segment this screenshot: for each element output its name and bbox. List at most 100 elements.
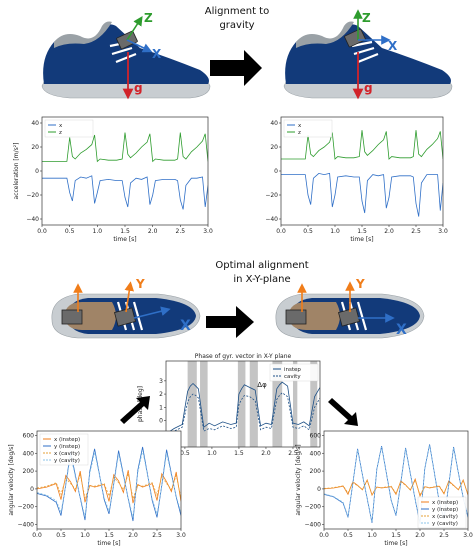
legend-box: [44, 119, 94, 138]
chart-acc-left: 0.0 0.5 1.0 1.5 2.0 2.5 3.0 −40 −20 0 20 40 time [s]…: [13, 116, 213, 243]
x-tick-label: 2.5: [288, 450, 298, 457]
series-line: [37, 473, 181, 501]
shoe-right-top: Y X: [275, 277, 425, 339]
xy-section: Optimal alignment in X-Y-plane Y X: [51, 260, 425, 339]
chart-title: Phase of gyr. vector in X-Y plane: [195, 353, 292, 360]
x-tick-label: 1.0: [80, 532, 90, 539]
y-tick-label: 1: [159, 404, 163, 411]
x-tick-label: 1.5: [391, 532, 401, 539]
legend-box: [269, 363, 319, 382]
legend-label: y (instep): [54, 444, 80, 450]
x-tick-label: 2.5: [439, 532, 449, 539]
g-axis-label: g: [364, 81, 373, 95]
legend-label: x: [59, 123, 63, 129]
y-tick-label: −40: [26, 216, 39, 223]
x-tick-label: 0.5: [343, 532, 353, 539]
gravity-section: Alignment to gravity Z X g Z X: [41, 6, 453, 100]
x-tick-label: 2.5: [411, 228, 421, 235]
x-tick-label: 2.0: [128, 532, 138, 539]
shaded-interval: [200, 361, 208, 447]
chart-gyr-right: 0.0 0.5 1.0 1.5 2.0 2.5 3.0 −400 −200 0 200 400 600 t…: [295, 430, 473, 547]
z-axis-label: Z: [362, 11, 371, 25]
y-tick-label: 400: [23, 450, 35, 457]
y-tick-label: 40: [270, 120, 278, 127]
imu-sensor-cavity: [61, 309, 83, 325]
legend-label: z: [59, 130, 62, 136]
y-tick-label: 0: [159, 418, 163, 425]
shoe-sole: [283, 81, 453, 99]
x-tick-label: 0.5: [65, 228, 75, 235]
xy-arrow: [206, 306, 254, 338]
imu-sensor: [344, 28, 366, 48]
x-axis-label: X: [180, 318, 191, 334]
x-axis-arrow: [126, 39, 153, 53]
legend-label: z: [298, 130, 301, 136]
shaded-interval: [272, 361, 283, 447]
x-tick-label: 2.5: [152, 532, 162, 539]
y-tick-label: 200: [310, 468, 322, 475]
z-axis-arrow: [126, 15, 143, 41]
legend-label: x (instep): [432, 500, 458, 506]
gravity-title-line-2: gravity: [219, 20, 254, 31]
x-tick-label: 2.0: [415, 532, 425, 539]
x-tick-label: 2.5: [176, 228, 186, 235]
legend-box: [283, 119, 333, 138]
x-tick-label: 1.5: [120, 228, 130, 235]
series-line: [281, 172, 443, 217]
y-tick-label: 0: [274, 168, 278, 175]
gravity-title-line-1: Alignment to: [205, 6, 269, 17]
x-tick-label: 0.5: [180, 450, 190, 457]
x-axis-title: time [s]: [384, 540, 407, 547]
y-tick-label: 0: [35, 168, 39, 175]
shoe-left-side: Z X g: [41, 11, 211, 100]
y-tick-label: 400: [310, 450, 322, 457]
arrow-to-left-gyro: [120, 396, 150, 424]
chart-phase: 0.51.01.52.02.5−10123phase [deg]Phase of…: [137, 353, 321, 457]
legend-label: x: [298, 123, 302, 129]
x-axis-title: time [s]: [350, 236, 373, 243]
y-axis-title: angular velocity [deg/s]: [295, 444, 302, 515]
legend-label: instep: [284, 367, 301, 373]
delta-phi-label: Δφ: [257, 381, 267, 389]
x-tick-label: 1.5: [234, 450, 244, 457]
legend-label: y (instep): [432, 507, 458, 513]
series-line: [42, 132, 208, 163]
y-tick-label: −20: [26, 192, 39, 199]
x-tick-label: 2.0: [261, 450, 271, 457]
y-tick-label: −200: [305, 504, 322, 511]
series-line: [166, 381, 320, 435]
legend-label: x (cavity): [432, 514, 458, 520]
y-axis-title: angular velocity [deg/s]: [8, 444, 15, 515]
x-tick-label: 0.0: [37, 228, 47, 235]
series-line: [42, 175, 208, 210]
shoe-sole: [41, 81, 211, 99]
shaded-interval: [187, 361, 197, 447]
x-tick-label: 1.0: [207, 450, 217, 457]
y-tick-label: 600: [310, 432, 322, 439]
shoe-left-top: Y X: [51, 277, 201, 339]
shoe-collar: [296, 21, 354, 48]
y-tick-label: 0: [317, 486, 321, 493]
y-tick-label: 40: [31, 120, 39, 127]
imu-sensor-instep: [114, 307, 136, 327]
legend-label: y (cavity): [54, 458, 80, 464]
shoe-collar: [54, 21, 112, 48]
x-tick-label: 0.5: [56, 532, 66, 539]
xy-title-line-2: in X-Y-plane: [233, 274, 290, 285]
y-tick-label: 2: [159, 391, 163, 398]
shaded-interval: [310, 361, 318, 447]
xy-title-line-1: Optimal alignment: [215, 260, 308, 271]
x-tick-label: 1.0: [330, 228, 340, 235]
y-tick-label: −20: [265, 192, 278, 199]
y-axis-title: acceleration [m/s²]: [13, 143, 20, 200]
y-tick-label: 20: [270, 144, 278, 151]
chart-gyr-left: 0.0 0.5 1.0 1.5 2.0 2.5 3.0 −400 −200 0 200 400 600 t…: [8, 430, 186, 547]
y-axis-label: Y: [355, 277, 365, 291]
x-axis-label: X: [152, 47, 162, 61]
series-line: [37, 470, 181, 504]
imu-sensor-cavity: [285, 309, 307, 325]
x-axis-title: time [s]: [113, 236, 136, 243]
y-tick-label: 0: [30, 486, 34, 493]
y-tick-label: 200: [23, 468, 35, 475]
x-tick-label: 0.0: [32, 532, 42, 539]
